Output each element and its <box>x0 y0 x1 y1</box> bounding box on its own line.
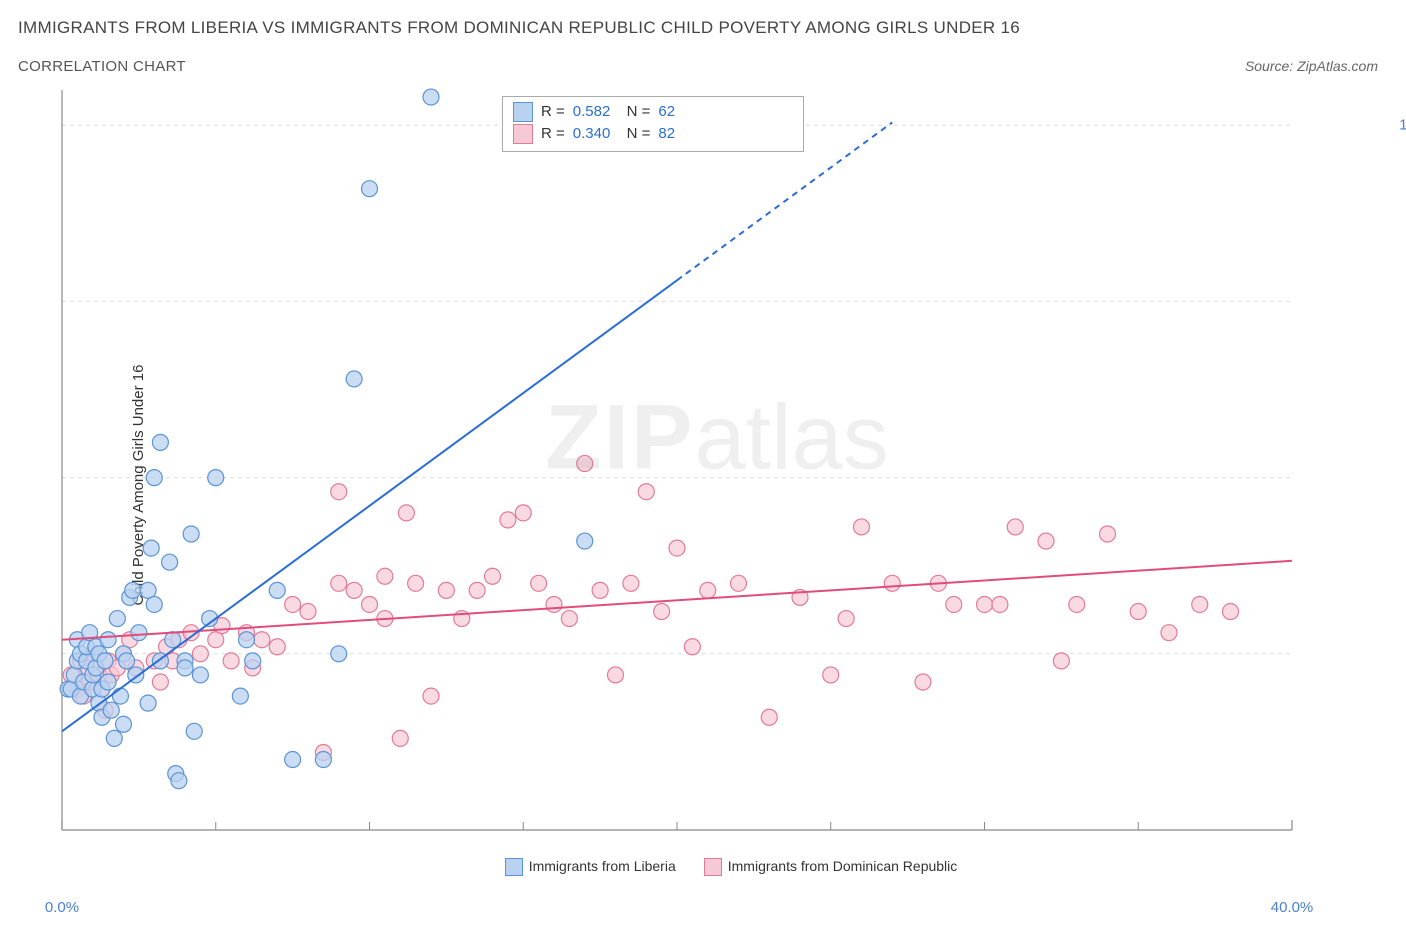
page-title: IMMIGRANTS FROM LIBERIA VS IMMIGRANTS FR… <box>18 18 1020 38</box>
chart-container: Child Poverty Among Girls Under 16 ZIPat… <box>62 90 1372 880</box>
x-tick-label: 0.0% <box>45 899 79 916</box>
bottom-legend: Immigrants from Liberia Immigrants from D… <box>62 858 1372 876</box>
stats-row-dominican: R = 0.340 N = 82 <box>513 123 793 145</box>
x-tick-label: 40.0% <box>1271 899 1314 916</box>
stats-swatch-dominican <box>513 124 533 144</box>
stats-row-liberia: R = 0.582 N = 62 <box>513 101 793 123</box>
scatter-plot <box>62 90 1292 830</box>
legend-label: Immigrants from Dominican Republic <box>728 858 958 874</box>
legend-swatch <box>505 858 523 876</box>
source-label: Source: ZipAtlas.com <box>1245 58 1378 74</box>
stats-legend: R = 0.582 N = 62 R = 0.340 N = 82 <box>502 96 804 152</box>
stats-swatch-liberia <box>513 102 533 122</box>
legend-label: Immigrants from Liberia <box>529 858 676 874</box>
legend-swatch <box>704 858 722 876</box>
y-tick-label: 100.0% <box>1399 117 1406 134</box>
page-subtitle: CORRELATION CHART <box>18 58 186 75</box>
